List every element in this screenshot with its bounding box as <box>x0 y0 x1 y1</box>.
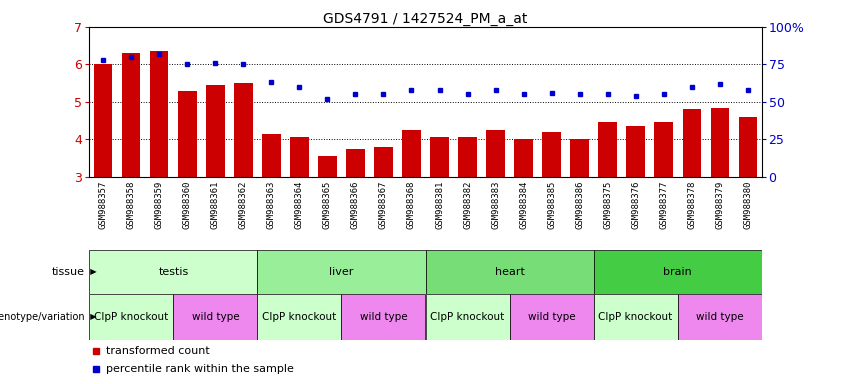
Text: GSM988375: GSM988375 <box>603 180 612 228</box>
Text: GSM988365: GSM988365 <box>323 180 332 228</box>
Text: GSM988368: GSM988368 <box>407 180 416 228</box>
Bar <box>151 51 168 177</box>
Text: GSM988367: GSM988367 <box>379 180 388 228</box>
Bar <box>426 250 594 294</box>
Bar <box>593 250 762 294</box>
Text: GSM988383: GSM988383 <box>491 180 500 228</box>
Bar <box>593 294 677 340</box>
Bar <box>677 294 762 340</box>
Bar <box>341 294 426 340</box>
Text: GSM988381: GSM988381 <box>435 180 444 228</box>
Bar <box>683 109 700 177</box>
Text: ClpP knockout: ClpP knockout <box>598 312 673 322</box>
Text: GSM988376: GSM988376 <box>631 180 640 228</box>
Bar <box>487 130 505 177</box>
Bar <box>739 117 757 177</box>
Text: GSM988363: GSM988363 <box>267 180 276 228</box>
Bar <box>318 156 336 177</box>
Text: GSM988382: GSM988382 <box>463 180 472 228</box>
Bar <box>206 85 225 177</box>
Text: GSM988364: GSM988364 <box>295 180 304 228</box>
Text: wild type: wild type <box>528 312 575 322</box>
Bar <box>257 294 341 340</box>
Bar <box>234 83 253 177</box>
Text: testis: testis <box>158 266 189 277</box>
Bar <box>374 147 392 177</box>
Bar <box>123 53 140 177</box>
Bar <box>262 134 281 177</box>
Bar <box>654 122 672 177</box>
Text: ClpP knockout: ClpP knockout <box>262 312 337 322</box>
Text: GSM988380: GSM988380 <box>743 180 752 228</box>
Text: wild type: wild type <box>191 312 239 322</box>
Text: GSM988358: GSM988358 <box>127 180 136 228</box>
Bar <box>570 139 589 177</box>
Text: brain: brain <box>663 266 692 277</box>
Bar <box>94 64 112 177</box>
Bar <box>179 91 197 177</box>
Text: GSM988385: GSM988385 <box>547 180 556 228</box>
Text: percentile rank within the sample: percentile rank within the sample <box>106 364 294 374</box>
Text: ClpP knockout: ClpP knockout <box>431 312 505 322</box>
Text: GSM988360: GSM988360 <box>183 180 191 228</box>
Text: GSM988361: GSM988361 <box>211 180 220 228</box>
Text: GSM988362: GSM988362 <box>239 180 248 228</box>
Bar <box>626 126 645 177</box>
Text: wild type: wild type <box>360 312 408 322</box>
Text: tissue: tissue <box>52 266 85 277</box>
Text: ▶: ▶ <box>85 267 97 276</box>
Text: genotype/variation: genotype/variation <box>0 312 85 322</box>
Text: GSM988379: GSM988379 <box>715 180 724 228</box>
Bar <box>459 137 477 177</box>
Bar <box>515 139 533 177</box>
Bar <box>290 137 309 177</box>
Bar <box>598 122 617 177</box>
Bar <box>174 294 257 340</box>
Text: ▶: ▶ <box>85 312 97 321</box>
Text: wild type: wild type <box>696 312 744 322</box>
Bar <box>711 109 728 177</box>
Text: GSM988359: GSM988359 <box>155 180 164 228</box>
Bar <box>426 294 510 340</box>
Bar <box>510 294 593 340</box>
Text: heart: heart <box>494 266 524 277</box>
Text: transformed count: transformed count <box>106 346 210 356</box>
Text: GSM988366: GSM988366 <box>351 180 360 228</box>
Bar <box>89 250 257 294</box>
Text: GSM988378: GSM988378 <box>687 180 696 228</box>
Text: GSM988377: GSM988377 <box>660 180 668 228</box>
Bar <box>431 137 448 177</box>
Bar <box>257 250 426 294</box>
Text: GSM988357: GSM988357 <box>99 180 108 228</box>
Text: GDS4791 / 1427524_PM_a_at: GDS4791 / 1427524_PM_a_at <box>323 12 528 25</box>
Text: GSM988386: GSM988386 <box>575 180 584 228</box>
Bar <box>542 132 561 177</box>
Text: ClpP knockout: ClpP knockout <box>94 312 168 322</box>
Bar <box>403 130 420 177</box>
Text: GSM988384: GSM988384 <box>519 180 528 228</box>
Bar <box>346 149 364 177</box>
Bar <box>89 294 174 340</box>
Text: liver: liver <box>329 266 354 277</box>
